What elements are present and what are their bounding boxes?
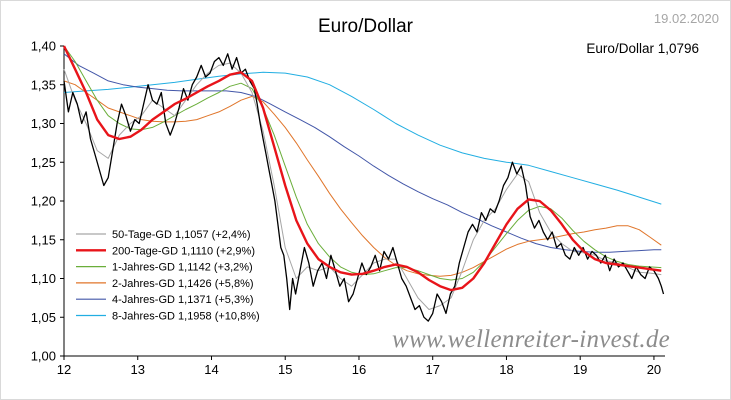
y-tick-label: 1,20 bbox=[31, 194, 56, 209]
x-tick-label: 20 bbox=[647, 362, 661, 377]
x-tick-label: 13 bbox=[131, 362, 145, 377]
y-tick-label: 1,35 bbox=[31, 77, 56, 92]
series-line bbox=[63, 71, 662, 205]
y-tick-label: 1,10 bbox=[31, 271, 56, 286]
y-tick-label: 1,30 bbox=[31, 116, 56, 131]
date-label: 19.02.2020 bbox=[653, 11, 719, 26]
x-tick-label: 15 bbox=[278, 362, 292, 377]
legend-label: 1-Jahres-GD 1,1142 (+3,2%) bbox=[112, 262, 253, 274]
series-line bbox=[63, 53, 662, 253]
y-tick-label: 1,05 bbox=[31, 310, 56, 325]
y-tick-label: 1,15 bbox=[31, 232, 56, 247]
x-tick-label: 14 bbox=[204, 362, 218, 377]
legend-label: 200-Tage-GD 1,1110 (+2,9%) bbox=[112, 245, 255, 257]
watermark-text: www.wellenreiter-invest.de bbox=[392, 326, 671, 353]
y-tick-label: 1,25 bbox=[31, 155, 56, 170]
x-tick-label: 19 bbox=[573, 362, 587, 377]
x-tick-label: 12 bbox=[57, 362, 71, 377]
price-line bbox=[63, 53, 665, 322]
x-tick-label: 17 bbox=[425, 362, 439, 377]
legend-label: 2-Jahres-GD 1,1426 (+5,8%) bbox=[112, 278, 254, 290]
y-tick-label: 1,00 bbox=[31, 349, 56, 364]
chart-title: Euro/Dollar bbox=[317, 16, 414, 37]
last-price-label: Euro/Dollar 1,0796 bbox=[586, 41, 699, 56]
y-tick-label: 1,40 bbox=[31, 39, 56, 54]
legend-label: 8-Jahres-GD 1,1958 (+10,8%) bbox=[112, 311, 260, 323]
x-tick-label: 18 bbox=[499, 362, 513, 377]
legend-label: 50-Tage-GD 1,1057 (+2,4%) bbox=[112, 229, 251, 241]
legend-label: 4-Jahres-GD 1,1371 (+5,3%) bbox=[112, 294, 254, 306]
x-tick-label: 16 bbox=[352, 362, 366, 377]
series-line-200 bbox=[62, 45, 662, 292]
